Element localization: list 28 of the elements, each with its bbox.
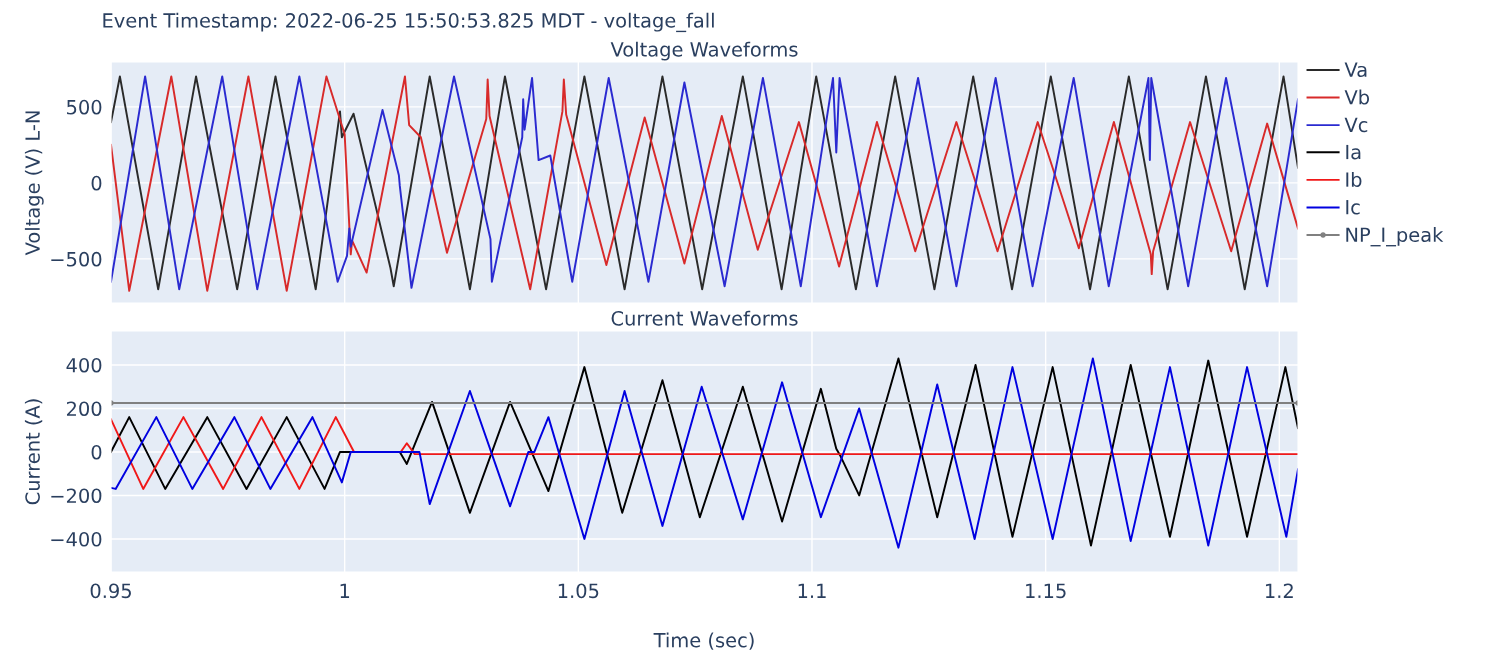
y-axis-title: Current (A)	[24, 399, 43, 505]
y-tick-label: 200	[66, 401, 102, 417]
x-tick-label: 1.15	[1026, 583, 1066, 599]
legend-label: NP_I_peak	[1346, 227, 1444, 247]
x-tick-label: 1.05	[558, 583, 599, 599]
y-tick-label: −500	[51, 251, 102, 267]
legend-label: Vc	[1344, 117, 1368, 133]
y-tick-label: −200	[51, 488, 102, 504]
legend-label: Va	[1344, 62, 1367, 78]
legend-label: Ia	[1346, 144, 1361, 160]
legend-label: Vb	[1344, 89, 1370, 105]
chart-title: Current Waveforms	[611, 310, 798, 326]
chart-subtitle: Voltage Waveforms	[610, 41, 798, 61]
line-series	[111, 416, 1298, 490]
legend-label: Ib	[1346, 171, 1362, 187]
y-tick-label: 0	[91, 175, 102, 191]
chart-title: Event Timestamp: 2022-06-25 15:50:53.825 MDT - voltage_fall	[103, 12, 714, 33]
y-tick-label: 0	[91, 444, 102, 460]
x-axis-title: Time (sec)	[653, 632, 754, 650]
x-tick-label: 1	[340, 583, 350, 598]
y-tick-label: 400	[66, 357, 102, 373]
y-tick-label: −400	[51, 531, 102, 547]
y-tick-label: 500	[67, 99, 102, 115]
x-tick-label: 1.1	[798, 583, 826, 598]
legend-label: Ic	[1346, 200, 1360, 215]
x-tick-label: 1.2	[1265, 583, 1293, 598]
y-axis-title: Voltage (V) L-N	[24, 111, 44, 256]
x-tick-label: 0.95	[90, 583, 131, 599]
